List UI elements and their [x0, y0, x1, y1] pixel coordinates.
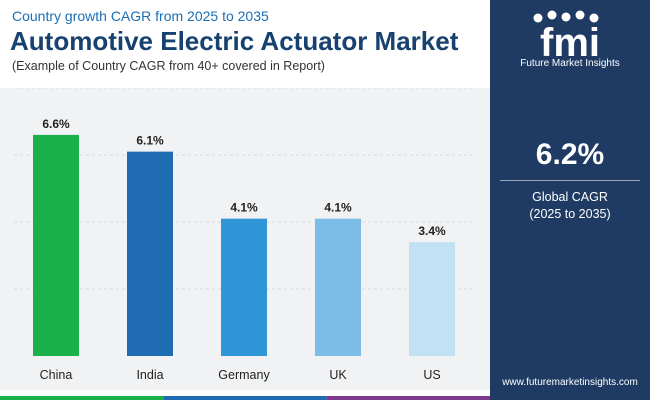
global-cagr-label: Global CAGR: [532, 190, 608, 204]
bottom-bar-segment: [163, 396, 327, 400]
logo-dot-icon: [575, 10, 585, 20]
chart-subtitle: Country growth CAGR from 2025 to 2035: [12, 8, 269, 24]
logo-dot-icon: [533, 13, 543, 23]
bottom-color-bar: [0, 396, 490, 400]
logo-mark: fmi: [540, 21, 600, 65]
x-tick-label: India: [136, 368, 163, 382]
plot-area: 6.6% China 6.1% India 4.1% Germany 4.1% UK 3.4% U…: [0, 87, 490, 390]
bar-us: [409, 242, 455, 356]
x-tick-label: UK: [329, 368, 347, 382]
bar-india: [127, 151, 173, 356]
sidebar: fmi Future Market Insights 6.2% Global C…: [490, 0, 650, 400]
bar-chart: 6.6% China 6.1% India 4.1% Germany 4.1% UK 3.4% U…: [14, 87, 476, 382]
fmi-logo: fmi: [533, 10, 600, 65]
logo-dot-icon: [547, 10, 557, 20]
data-label: 4.1%: [324, 201, 352, 215]
bottom-bar-segment: [0, 396, 164, 400]
x-tick-label: US: [423, 368, 440, 382]
bar-germany: [221, 218, 267, 356]
chart-note: (Example of Country CAGR from 40+ covere…: [12, 59, 325, 73]
bar-uk: [315, 218, 361, 356]
global-cagr-value: 6.2%: [535, 138, 605, 171]
x-tick-label: China: [40, 368, 73, 382]
data-label: 3.4%: [418, 224, 446, 238]
logo-dot-icon: [589, 13, 599, 23]
chart-title: Automotive Electric Actuator Market: [10, 26, 459, 56]
divider: [500, 180, 640, 181]
logo-text: Future Market Insights: [520, 58, 620, 69]
x-tick-label: Germany: [218, 368, 270, 382]
data-label: 6.1%: [136, 134, 164, 148]
website-link[interactable]: www.futuremarketinsights.com: [502, 377, 638, 388]
bar-china: [33, 134, 79, 356]
chart-header: Country growth CAGR from 2025 to 2035 Au…: [0, 0, 490, 88]
data-label: 6.6%: [42, 117, 70, 131]
global-cagr-period: (2025 to 2035): [529, 207, 611, 221]
bottom-bar-segment: [326, 396, 490, 400]
data-label: 4.1%: [230, 201, 258, 215]
logo-dot-icon: [561, 12, 571, 22]
